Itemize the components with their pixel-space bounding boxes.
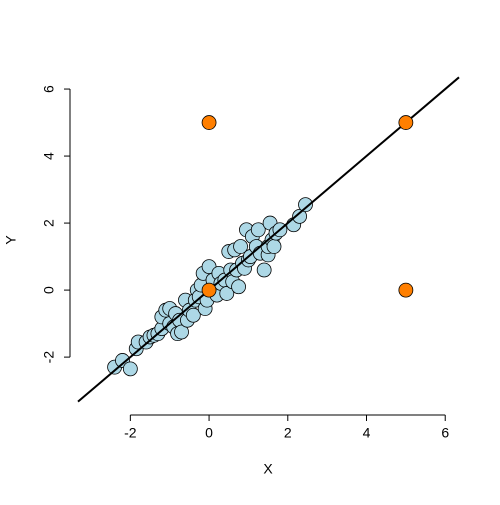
x-tick-label: -2 [124, 425, 137, 441]
x-tick-label: 2 [284, 425, 292, 441]
point [233, 239, 248, 254]
x-axis-label: X [263, 461, 273, 477]
point [122, 361, 138, 377]
fit-line [77, 76, 460, 403]
point [201, 115, 217, 130]
y-tick-label: 2 [41, 219, 57, 227]
point [398, 115, 414, 130]
point [201, 282, 217, 298]
y-tick-label: 0 [41, 286, 57, 294]
point [174, 324, 189, 340]
y-axis-label: Y [3, 235, 19, 245]
point [298, 197, 313, 213]
point [266, 239, 282, 254]
point [185, 307, 201, 323]
x-tick-label: 4 [363, 425, 371, 441]
point [256, 262, 272, 278]
y-tick-label: 4 [41, 152, 57, 160]
y-tick-label: 6 [41, 85, 57, 93]
point [398, 282, 414, 298]
y-tick-label: -2 [41, 351, 57, 364]
point [219, 286, 235, 301]
point [250, 222, 266, 238]
x-tick-label: 6 [441, 425, 449, 441]
point [292, 208, 307, 224]
point [231, 279, 246, 295]
x-tick-label: 0 [205, 425, 213, 441]
